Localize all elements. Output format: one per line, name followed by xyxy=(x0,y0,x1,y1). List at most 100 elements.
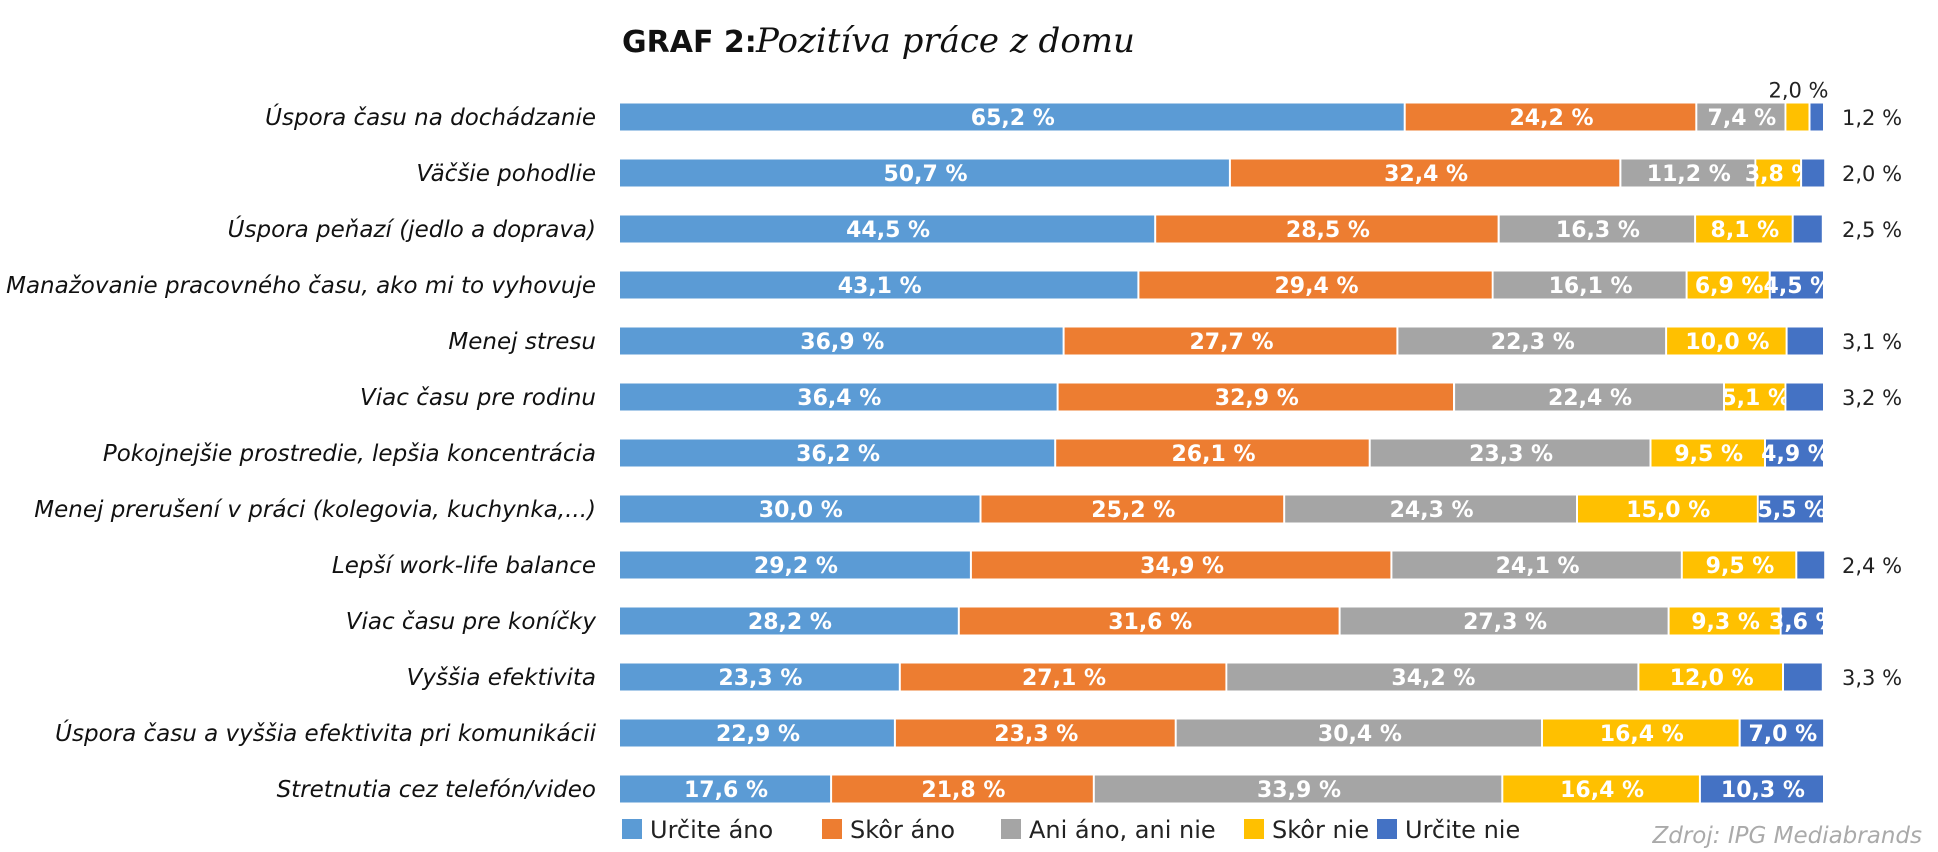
bar-segment xyxy=(1786,383,1823,411)
segment-value-label: 9,3 % xyxy=(1691,610,1760,635)
segment-value-label: 22,3 % xyxy=(1491,330,1575,355)
bar-segment xyxy=(1667,327,1786,355)
bar-row: Úspora peňazí (jedlo a doprava) 44,5 % 28,… xyxy=(228,215,1902,243)
bar-segment xyxy=(620,327,1063,355)
bar-segment xyxy=(832,775,1093,803)
segment-value-label: 32,4 % xyxy=(1384,162,1468,187)
bar-segment xyxy=(1094,775,1502,803)
bar-segment xyxy=(1740,719,1824,747)
legend-label: Skôr nie xyxy=(1272,816,1369,844)
bar-row: Úspora času a vyššia efektivita pri komu… xyxy=(55,719,1824,747)
segment-value-label: 7,4 % xyxy=(1708,106,1777,131)
segment-value-label: 2,0 % xyxy=(1768,79,1828,103)
segment-value-label: 21,8 % xyxy=(921,778,1005,803)
segment-value-label: 1,2 % xyxy=(1842,106,1902,130)
bar-row: Lepší work-life balance 29,2 % 34,9 % 24,1 … xyxy=(332,551,1902,579)
bar-segment xyxy=(620,719,894,747)
segment-value-label: 22,9 % xyxy=(716,722,800,747)
segment-value-label: 28,5 % xyxy=(1286,218,1370,243)
category-label: Väčšie pohodlie xyxy=(416,161,596,187)
bar-segment xyxy=(959,607,1339,635)
bar-segment xyxy=(1340,607,1668,635)
bar-segment xyxy=(1058,383,1453,411)
category-label: Lepší work-life balance xyxy=(332,553,596,579)
bar-segment xyxy=(1405,103,1696,131)
segment-value-label: 33,9 % xyxy=(1257,778,1341,803)
legend-label: Ani áno, ani nie xyxy=(1029,816,1216,844)
bar-segment xyxy=(1493,271,1686,299)
chart-title-prefix: GRAF 2: xyxy=(622,25,757,60)
segment-value-label: 29,2 % xyxy=(754,554,838,579)
bar-segment xyxy=(1392,551,1681,579)
bar-row: Vyššia efektivita 23,3 % 27,1 % 34,2 % 12,0 … xyxy=(407,663,1902,691)
segment-value-label: 16,4 % xyxy=(1600,722,1684,747)
segment-value-label: 4,9 % xyxy=(1761,442,1830,467)
segment-value-label: 3,6 % xyxy=(1769,610,1838,635)
bar-segment xyxy=(620,383,1057,411)
bar-segment xyxy=(971,551,1391,579)
bar-segment xyxy=(1725,383,1785,411)
bar-segment xyxy=(620,439,1055,467)
segment-value-label: 27,3 % xyxy=(1463,610,1547,635)
bar-segment xyxy=(620,775,831,803)
segment-value-label: 34,2 % xyxy=(1391,666,1475,691)
bar-segment xyxy=(895,719,1175,747)
bar-segment xyxy=(1176,719,1541,747)
bar-segment xyxy=(1227,663,1638,691)
legend-swatch xyxy=(822,819,842,839)
segment-value-label: 9,5 % xyxy=(1706,554,1775,579)
segment-value-label: 44,5 % xyxy=(846,218,930,243)
legend-swatch xyxy=(1001,819,1021,839)
segment-value-label: 30,0 % xyxy=(759,498,843,523)
bar-segment xyxy=(981,495,1284,523)
bar-segment xyxy=(1797,551,1825,579)
bar-row: Menej prerušení v práci (kolegovia, kuch… xyxy=(34,495,1826,523)
segment-value-label: 36,9 % xyxy=(800,330,884,355)
bar-segment xyxy=(1503,775,1699,803)
chart-title: Pozitíva práce z domu xyxy=(755,21,1135,61)
bar-segment xyxy=(1802,159,1825,187)
segment-value-label: 29,4 % xyxy=(1275,274,1359,299)
category-label: Manažovanie pracovného času, ako mi to v… xyxy=(6,273,596,299)
segment-value-label: 7,0 % xyxy=(1748,722,1817,747)
bar-segment xyxy=(620,663,899,691)
bar-segment xyxy=(1621,159,1755,187)
source-note: Zdroj: IPG Mediabrands xyxy=(1651,823,1922,849)
bar-segment xyxy=(620,215,1155,243)
category-label: Menej prerušení v práci (kolegovia, kuch… xyxy=(34,497,596,523)
segment-value-label: 23,3 % xyxy=(994,722,1078,747)
bar-row: Úspora času na dochádzanie 65,2 % 24,2 % 7,… xyxy=(265,79,1902,132)
bar-row: Viac času pre rodinu 36,4 % 32,9 % 22,4 % 5,… xyxy=(360,383,1902,411)
legend-item: Určite áno xyxy=(622,816,773,844)
bar-segment xyxy=(620,551,970,579)
segment-value-label: 3,3 % xyxy=(1842,666,1902,690)
bar-segment xyxy=(1810,103,1823,131)
bar-segment xyxy=(1651,439,1764,467)
category-label: Úspora času na dochádzanie xyxy=(265,103,596,131)
segment-value-label: 16,3 % xyxy=(1556,218,1640,243)
segment-value-label: 34,9 % xyxy=(1140,554,1224,579)
segment-value-label: 24,3 % xyxy=(1390,498,1474,523)
bar-segment xyxy=(1543,719,1739,747)
bar-segment xyxy=(1781,607,1823,635)
bar-segment xyxy=(620,495,980,523)
bar-segment xyxy=(1756,159,1801,187)
bar-segment xyxy=(1639,663,1782,691)
legend-swatch xyxy=(1244,819,1264,839)
bar-segment xyxy=(1766,439,1823,467)
bar-segment xyxy=(1455,383,1723,411)
segment-value-label: 65,2 % xyxy=(971,106,1055,131)
legend: Určite áno Skôr áno Ani áno, ani nie Skôr n… xyxy=(622,816,1520,844)
segment-value-label: 30,4 % xyxy=(1318,722,1402,747)
legend-label: Určite áno xyxy=(650,816,773,844)
bar-segment xyxy=(1064,327,1397,355)
segment-value-label: 4,5 % xyxy=(1764,274,1833,299)
segment-value-label: 22,4 % xyxy=(1548,386,1632,411)
segment-value-label: 8,1 % xyxy=(1711,218,1780,243)
segment-value-label: 10,0 % xyxy=(1685,330,1769,355)
segment-value-label: 2,0 % xyxy=(1842,162,1902,186)
category-label: Stretnutia cez telefón/video xyxy=(277,777,596,803)
segment-value-label: 16,4 % xyxy=(1560,778,1644,803)
bar-segment xyxy=(1758,495,1823,523)
